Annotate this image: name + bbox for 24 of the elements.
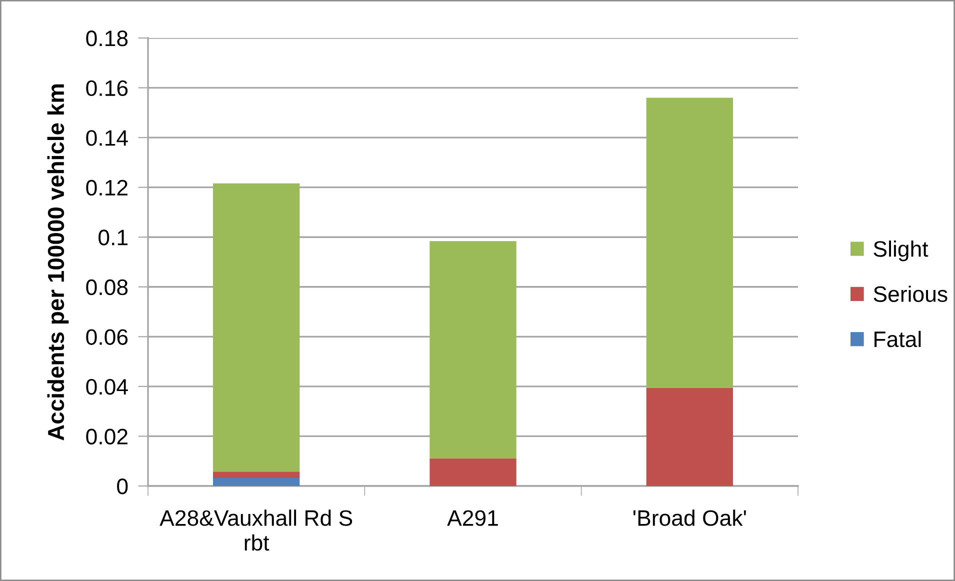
y-tick-label: 0.18 (86, 30, 128, 46)
y-tick-label: 0.06 (86, 329, 128, 345)
y-tick-label: 0.16 (86, 80, 128, 96)
bar (213, 478, 300, 486)
y-axis-title: Accidents per 100000 vehicle km (47, 84, 69, 440)
bar (213, 183, 300, 472)
y-tick-label: 0.02 (86, 428, 128, 444)
y-tick-label: 0.1 (98, 230, 128, 246)
y-tick-label: 0.14 (86, 130, 128, 146)
x-tick-label: A291 (447, 510, 498, 526)
y-tick-label: 0.04 (86, 378, 128, 395)
legend-label: Serious (874, 286, 948, 302)
bar (646, 98, 733, 388)
bar (430, 241, 516, 458)
legend-label: Slight (874, 240, 928, 262)
bar (646, 388, 733, 486)
y-tick-label: 0 (117, 478, 128, 494)
x-tick-label: 'Broad Oak' (633, 510, 746, 526)
bar (430, 458, 516, 486)
bar (213, 472, 300, 478)
y-tick-label: 0.12 (86, 180, 128, 196)
y-tick-label: 0.08 (86, 279, 128, 296)
legend-label: Fatal (874, 330, 921, 348)
x-tick-label: A28&Vauxhall Rd S rbt (160, 510, 352, 551)
